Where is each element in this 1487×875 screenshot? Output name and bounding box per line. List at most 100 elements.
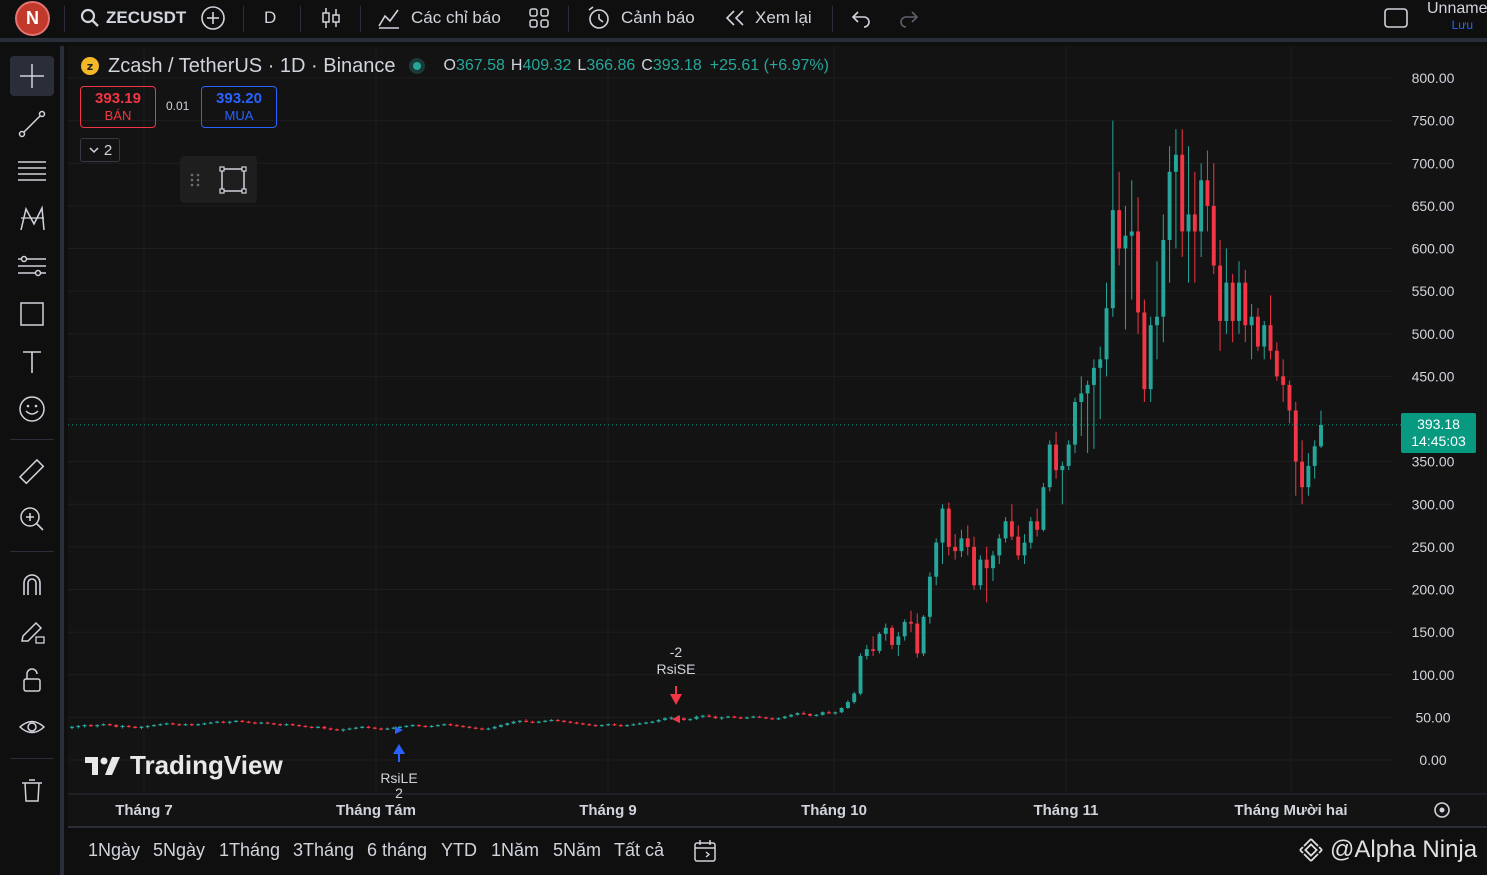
trend-line-tool[interactable] [10, 104, 54, 144]
candle-body [1287, 384, 1292, 411]
candle-body [442, 724, 447, 726]
candle-body [890, 627, 895, 645]
range-button-6[interactable]: 1Năm [491, 840, 540, 860]
sliders-icon [18, 255, 46, 277]
horizontal-lines-icon [18, 161, 46, 181]
candle-body [1268, 325, 1273, 351]
shape-tool[interactable] [10, 294, 54, 334]
replay-button[interactable]: Xem lại [724, 0, 812, 36]
range-button-8[interactable]: Tất cả [614, 840, 665, 860]
x-tick-label: Tháng 10 [801, 802, 867, 819]
emoji-tool[interactable] [10, 389, 54, 429]
short-arrow-head [670, 694, 682, 705]
candle-body [580, 723, 585, 725]
indicators-button[interactable]: Các chỉ báo [377, 0, 501, 36]
candle-body [946, 508, 951, 547]
text-icon [23, 351, 41, 373]
gear-icon [1434, 802, 1450, 818]
range-button-7[interactable]: 5Năm [553, 840, 602, 860]
candle-body [133, 726, 138, 728]
candle-body [972, 546, 977, 586]
candle-body [234, 720, 238, 722]
collapse-indicators-button[interactable]: 2 [80, 138, 120, 162]
zoom-tool[interactable] [10, 499, 54, 539]
measure-tool[interactable] [10, 452, 54, 492]
interval-button[interactable]: D [264, 0, 276, 36]
drawing-mode-tool[interactable] [10, 612, 54, 652]
legend-title[interactable]: Zcash / TetherUS · 1D · Binance [108, 54, 396, 77]
rectangle-select-icon[interactable] [218, 165, 248, 195]
visibility-tool[interactable] [10, 707, 54, 747]
magnet-icon [23, 574, 41, 595]
candle-body [1142, 312, 1147, 390]
drag-handle-icon[interactable] [188, 170, 202, 190]
candle-body [435, 725, 440, 727]
range-button-1[interactable]: 5Ngày [153, 840, 206, 860]
range-button-4[interactable]: 6 tháng [367, 840, 428, 860]
y-tick-label: 0.00 [1419, 752, 1446, 768]
candlestick-chart[interactable]: 800.00 750.00 700.00 650.00 600.00 550.00 500.… [68, 46, 1487, 826]
candle-body [820, 712, 825, 715]
layout-save-label[interactable]: Lưu [1451, 18, 1473, 32]
zoom-in-icon [20, 507, 44, 531]
floating-drawing-toolbar[interactable] [180, 156, 257, 203]
candle-body [1306, 465, 1311, 488]
candle-body [480, 728, 484, 730]
fib-tool[interactable] [10, 151, 54, 191]
candle-body [120, 725, 125, 728]
candle-body [1117, 210, 1122, 249]
range-button-2[interactable]: 1Tháng [219, 840, 281, 860]
candle-body [726, 716, 730, 718]
spread-value: 0.01 [166, 99, 190, 113]
layout-name[interactable]: Unname Lưu [1427, 0, 1487, 32]
candle-body [637, 723, 642, 725]
candle-body [297, 725, 302, 727]
compare-symbol-button[interactable] [200, 0, 226, 36]
buy-button[interactable]: 393.20 MUA [201, 86, 277, 128]
buy-label: MUA [224, 108, 254, 123]
user-avatar[interactable]: N [15, 1, 50, 36]
range-button-0[interactable]: 1Ngày [88, 840, 141, 860]
candle-body [745, 717, 749, 719]
candle-body [877, 633, 882, 651]
fullscreen-button[interactable] [1383, 0, 1409, 36]
candle-body [1028, 521, 1033, 543]
range-button-3[interactable]: 3Tháng [293, 840, 355, 860]
chart-pane[interactable]: 800.00 750.00 700.00 650.00 600.00 550.00 500.… [68, 46, 1487, 826]
symbol-search-button[interactable]: ZECUSDT [80, 0, 186, 36]
remove-tool[interactable] [10, 770, 54, 810]
candle-body [152, 725, 156, 727]
chart-type-button[interactable] [320, 0, 342, 36]
undo-button[interactable] [850, 0, 872, 36]
ohlc-values: O 367.58 H 409.32 L 366.86 C 393.18 +25.61 (… [438, 57, 829, 75]
range-button-5[interactable]: YTD [441, 840, 477, 860]
candle-body [259, 722, 264, 724]
forecast-tool[interactable] [10, 246, 54, 286]
indicators-label: Các chỉ báo [411, 8, 501, 27]
candle-body [934, 542, 939, 577]
candle-body [1148, 325, 1153, 390]
sell-button[interactable]: 393.19 BÁN [80, 86, 156, 128]
date-range-button[interactable] [692, 838, 718, 869]
candle-body [852, 693, 857, 703]
rectangle-icon [20, 302, 44, 326]
pattern-tool[interactable] [10, 199, 54, 239]
candle-body [927, 576, 932, 617]
candle-body [738, 717, 743, 719]
candle-body [953, 546, 958, 552]
templates-button[interactable] [528, 0, 550, 36]
redo-button[interactable] [898, 0, 920, 36]
change-value: +25.61 (+6.97%) [709, 57, 829, 74]
lock-tool[interactable] [10, 660, 54, 700]
alerts-button[interactable]: Cảnh báo [586, 0, 695, 36]
bottom-toolbar: 1Ngày 5Ngày 1Tháng 3Tháng 6 tháng YTD 1Năm 5Năm… [68, 826, 1487, 875]
svg-text:z: z [87, 60, 93, 73]
ruler-icon [18, 458, 45, 485]
text-tool[interactable] [10, 342, 54, 382]
magnet-tool[interactable] [10, 564, 54, 604]
x-tick-label: Tháng Tám [336, 802, 416, 819]
y-tick-label: 50.00 [1415, 709, 1450, 725]
last-price: 393.18 [1417, 416, 1460, 432]
crosshair-tool[interactable] [10, 56, 54, 96]
long-arrow-head [393, 744, 405, 754]
